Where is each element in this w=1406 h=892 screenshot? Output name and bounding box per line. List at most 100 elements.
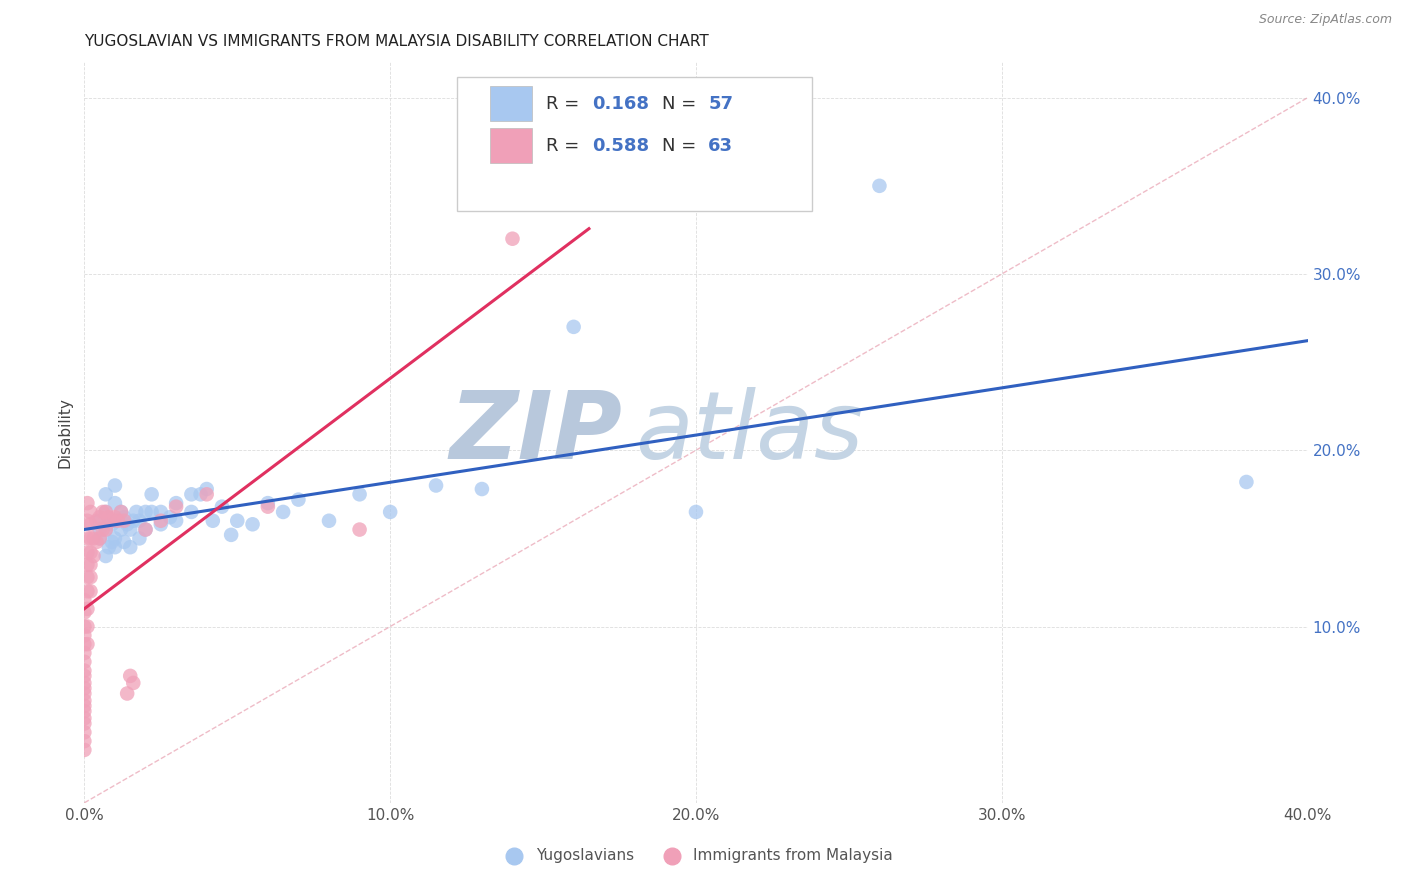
Point <box>120 669 142 683</box>
Point <box>73 681 96 696</box>
Text: 63: 63 <box>709 136 733 154</box>
Point <box>83 549 105 563</box>
Point <box>149 505 172 519</box>
Point <box>76 532 98 546</box>
Point <box>104 510 127 524</box>
Point <box>97 540 120 554</box>
Point <box>165 514 187 528</box>
Point <box>101 517 124 532</box>
Point <box>318 514 340 528</box>
Point <box>120 523 142 537</box>
Point <box>110 505 132 519</box>
Point <box>112 510 135 524</box>
Point <box>83 532 105 546</box>
Point <box>115 517 138 532</box>
Point <box>73 698 96 713</box>
Point <box>211 500 233 514</box>
Point <box>122 676 145 690</box>
Point <box>271 505 294 519</box>
Point <box>73 686 96 700</box>
Point <box>76 570 98 584</box>
Point <box>79 584 101 599</box>
Point <box>86 535 108 549</box>
Point <box>120 540 142 554</box>
Point <box>79 570 101 584</box>
Point <box>115 686 138 700</box>
Point <box>89 510 111 524</box>
Text: N =: N = <box>662 136 702 154</box>
Point <box>257 496 280 510</box>
Point <box>76 584 98 599</box>
Point <box>76 545 98 559</box>
FancyBboxPatch shape <box>457 78 813 211</box>
Point <box>149 514 172 528</box>
Point <box>94 505 117 519</box>
Point <box>73 743 96 757</box>
Legend: Yugoslavians, Immigrants from Malaysia: Yugoslavians, Immigrants from Malaysia <box>492 842 900 869</box>
Point <box>180 487 202 501</box>
Point <box>195 482 218 496</box>
Y-axis label: Disability: Disability <box>58 397 73 468</box>
Point <box>1236 475 1258 489</box>
Point <box>79 532 101 546</box>
Point <box>101 514 124 528</box>
Point <box>195 487 218 501</box>
Point <box>79 517 101 532</box>
Point <box>104 514 127 528</box>
Point <box>869 178 891 193</box>
Point <box>73 619 96 633</box>
Point <box>94 523 117 537</box>
Point <box>76 637 98 651</box>
Point <box>73 734 96 748</box>
Text: 0.588: 0.588 <box>592 136 650 154</box>
Point <box>89 514 111 528</box>
Point <box>79 505 101 519</box>
Text: N =: N = <box>662 95 702 112</box>
Point <box>128 532 150 546</box>
Point <box>471 482 494 496</box>
Point <box>94 523 117 537</box>
Point <box>128 514 150 528</box>
Point <box>110 523 132 537</box>
Point <box>287 492 309 507</box>
Point <box>86 514 108 528</box>
Point <box>73 646 96 660</box>
Point <box>73 669 96 683</box>
Text: atlas: atlas <box>636 387 863 478</box>
Point <box>91 505 114 519</box>
Point <box>89 532 111 546</box>
Point <box>562 319 585 334</box>
Point <box>73 664 96 678</box>
Text: R =: R = <box>546 95 585 112</box>
FancyBboxPatch shape <box>491 128 531 163</box>
Point <box>165 500 187 514</box>
Point <box>125 505 148 519</box>
Point <box>135 523 157 537</box>
Point <box>104 496 127 510</box>
Point <box>104 540 127 554</box>
Text: R =: R = <box>546 136 585 154</box>
Point <box>79 558 101 572</box>
Point <box>94 549 117 563</box>
Point <box>94 487 117 501</box>
Point <box>97 514 120 528</box>
Point <box>76 619 98 633</box>
Point <box>104 478 127 492</box>
Point <box>502 232 524 246</box>
Point <box>73 725 96 739</box>
Point <box>73 693 96 707</box>
Point <box>73 628 96 642</box>
Point <box>97 510 120 524</box>
Point <box>165 496 187 510</box>
Point <box>76 514 98 528</box>
Point <box>141 487 163 501</box>
Point <box>104 532 127 546</box>
FancyBboxPatch shape <box>491 87 531 121</box>
Point <box>122 514 145 528</box>
Point <box>110 505 132 519</box>
Point <box>76 496 98 510</box>
Point <box>219 528 242 542</box>
Point <box>135 523 157 537</box>
Point <box>190 487 212 501</box>
Point <box>101 535 124 549</box>
